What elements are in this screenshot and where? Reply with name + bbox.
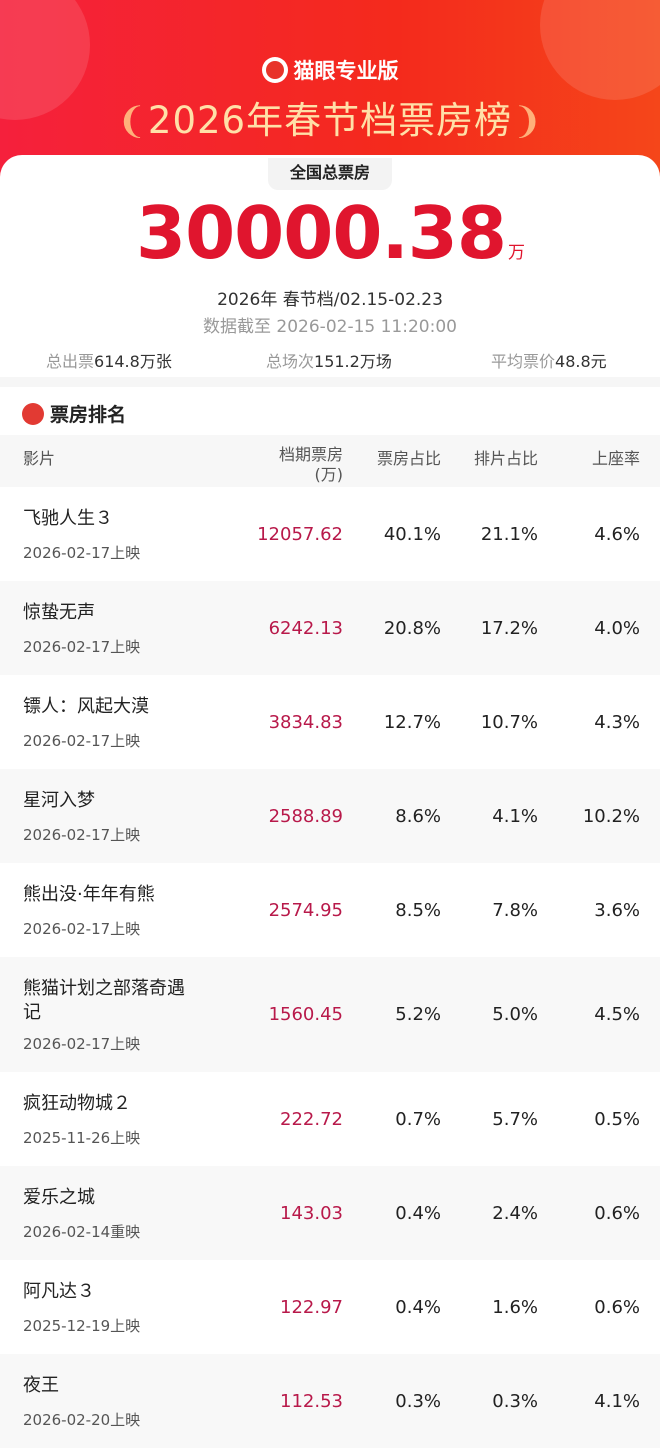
release-date: 2026-02-14重映 <box>23 1223 141 1241</box>
show-share: 2.4% <box>492 1202 538 1224</box>
col-show-share: 排片占比 <box>473 449 538 468</box>
film-name: 爱乐之城 <box>23 1187 95 1208</box>
film-name: 惊蛰无声 <box>23 602 95 623</box>
table-header: 影片 档期票房 (万) 票房占比 排片占比 上座率 <box>0 435 660 487</box>
bo-share: 20.8% <box>383 617 441 639</box>
title-text: 2026年春节档票房榜 <box>147 99 513 142</box>
section-header: 票房排名 <box>22 400 126 427</box>
bo-share: 0.3% <box>395 1390 441 1412</box>
bo-share: 5.2% <box>395 1004 441 1025</box>
release-date: 2026-02-17上映 <box>23 826 141 844</box>
box-office: 112.53 <box>280 1390 343 1412</box>
box-office: 12057.62 <box>257 523 343 545</box>
table-row[interactable]: 星河入梦 2026-02-17上映 2588.89 8.6% 4.1% 10.2… <box>0 769 660 863</box>
show-share: 4.1% <box>492 805 538 827</box>
box-office: 1560.45 <box>268 1004 343 1025</box>
release-date: 2026-02-20上映 <box>23 1411 141 1429</box>
col-occupancy: 上座率 <box>591 449 640 468</box>
laurel-left-icon: ❨ <box>116 101 148 142</box>
show-share: 5.7% <box>492 1108 538 1130</box>
box-office: 2588.89 <box>268 805 343 827</box>
maoyan-logo-icon <box>22 402 44 425</box>
table-row[interactable]: 飞驰人生３ 2026-02-17上映 12057.62 40.1% 21.1% … <box>0 487 660 581</box>
show-share: 5.0% <box>492 1004 538 1025</box>
release-date: 2026-02-17上映 <box>23 1035 141 1053</box>
table-row[interactable]: 爱乐之城 2026-02-14重映 143.03 0.4% 2.4% 0.6% <box>0 1166 660 1260</box>
film-name: 熊猫计划之部落奇遇记 <box>23 978 185 1023</box>
bo-share: 0.4% <box>395 1296 441 1318</box>
occupancy: 4.5% <box>594 1004 640 1025</box>
col-box-office: 档期票房 (万) <box>278 445 343 484</box>
box-office: 2574.95 <box>268 899 343 921</box>
occupancy: 4.3% <box>594 711 640 733</box>
release-date: 2025-12-19上映 <box>23 1317 141 1335</box>
film-name: 镖人：风起大漠 <box>23 696 149 717</box>
occupancy: 10.2% <box>582 805 640 827</box>
film-name: 夜王 <box>23 1375 59 1396</box>
show-share: 0.3% <box>492 1390 538 1412</box>
box-office: 3834.83 <box>268 711 343 733</box>
ranking-table: 飞驰人生３ 2026-02-17上映 12057.62 40.1% 21.1% … <box>0 487 660 1448</box>
page-title: ❨2026年春节档票房榜❩ <box>0 90 660 144</box>
table-row[interactable]: 疯狂动物城２ 2025-11-26上映 222.72 0.7% 5.7% 0.5… <box>0 1072 660 1166</box>
occupancy: 4.0% <box>594 617 640 639</box>
show-share: 21.1% <box>480 523 538 545</box>
box-office: 143.03 <box>280 1202 343 1224</box>
bo-share: 0.7% <box>395 1108 441 1130</box>
occupancy: 3.6% <box>594 899 640 921</box>
occupancy: 4.1% <box>594 1390 640 1412</box>
bo-share: 0.4% <box>395 1202 441 1224</box>
show-share: 7.8% <box>492 899 538 921</box>
release-date: 2026-02-17上映 <box>23 544 141 562</box>
table-row[interactable]: 夜王 2026-02-20上映 112.53 0.3% 0.3% 4.1% <box>0 1354 660 1448</box>
stat-price: 平均票价48.8元 <box>491 352 607 371</box>
bo-share: 8.6% <box>395 805 441 827</box>
show-share: 1.6% <box>492 1296 538 1318</box>
occupancy: 0.6% <box>594 1202 640 1224</box>
laurel-right-icon: ❩ <box>512 101 544 142</box>
bo-share: 40.1% <box>383 523 441 545</box>
total-label: 全国总票房 <box>268 158 392 190</box>
period: 2026年 春节档/02.15-02.23 <box>217 290 443 310</box>
film-name: 熊出没·年年有熊 <box>23 884 155 905</box>
bo-share: 8.5% <box>395 899 441 921</box>
box-office: 122.97 <box>280 1296 343 1318</box>
release-date: 2025-11-26上映 <box>23 1129 141 1147</box>
total-value: 30000.38 <box>135 191 507 275</box>
film-name: 阿凡达３ <box>23 1281 95 1302</box>
table-row[interactable]: 惊蛰无声 2026-02-17上映 6242.13 20.8% 17.2% 4.… <box>0 581 660 675</box>
table-row[interactable]: 镖人：风起大漠 2026-02-17上映 3834.83 12.7% 10.7%… <box>0 675 660 769</box>
film-name: 星河入梦 <box>23 790 95 811</box>
brand-name: 猫眼专业版 <box>293 59 399 83</box>
stat-shows: 总场次151.2万场 <box>266 352 392 371</box>
col-bo-share: 票房占比 <box>376 449 441 468</box>
box-office: 6242.13 <box>268 617 343 639</box>
as-of-time: 数据截至 2026-02-15 11:20:00 <box>203 317 457 337</box>
total-unit: 万 <box>508 243 525 263</box>
table-row[interactable]: 阿凡达３ 2025-12-19上映 122.97 0.4% 1.6% 0.6% <box>0 1260 660 1354</box>
brand: 猫眼专业版 <box>0 55 660 85</box>
total-box-office: 30000.38 万 <box>0 191 660 275</box>
show-share: 17.2% <box>480 617 538 639</box>
col-film: 影片 <box>23 449 56 468</box>
release-date: 2026-02-17上映 <box>23 638 141 656</box>
film-name: 疯狂动物城２ <box>23 1093 131 1114</box>
box-office: 222.72 <box>280 1108 343 1130</box>
table-row[interactable]: 熊猫计划之部落奇遇记 2026-02-17上映 1560.45 5.2% 5.0… <box>0 957 660 1072</box>
bo-share: 12.7% <box>383 711 441 733</box>
stat-tickets: 总出票614.8万张 <box>46 352 172 371</box>
table-row[interactable]: 熊出没·年年有熊 2026-02-17上映 2574.95 8.5% 7.8% … <box>0 863 660 957</box>
film-name: 飞驰人生３ <box>23 508 113 529</box>
release-date: 2026-02-17上映 <box>23 920 141 938</box>
occupancy: 0.6% <box>594 1296 640 1318</box>
show-share: 10.7% <box>480 711 538 733</box>
occupancy: 4.6% <box>594 523 640 545</box>
maoyan-logo-icon <box>261 57 288 83</box>
occupancy: 0.5% <box>594 1108 640 1130</box>
decor-bubble <box>540 0 660 100</box>
divider <box>0 377 660 387</box>
release-date: 2026-02-17上映 <box>23 732 141 750</box>
content-card: 全国总票房 30000.38 万 2026年 春节档/02.15-02.23 数据… <box>0 155 660 1452</box>
section-title: 票房排名 <box>50 404 127 426</box>
